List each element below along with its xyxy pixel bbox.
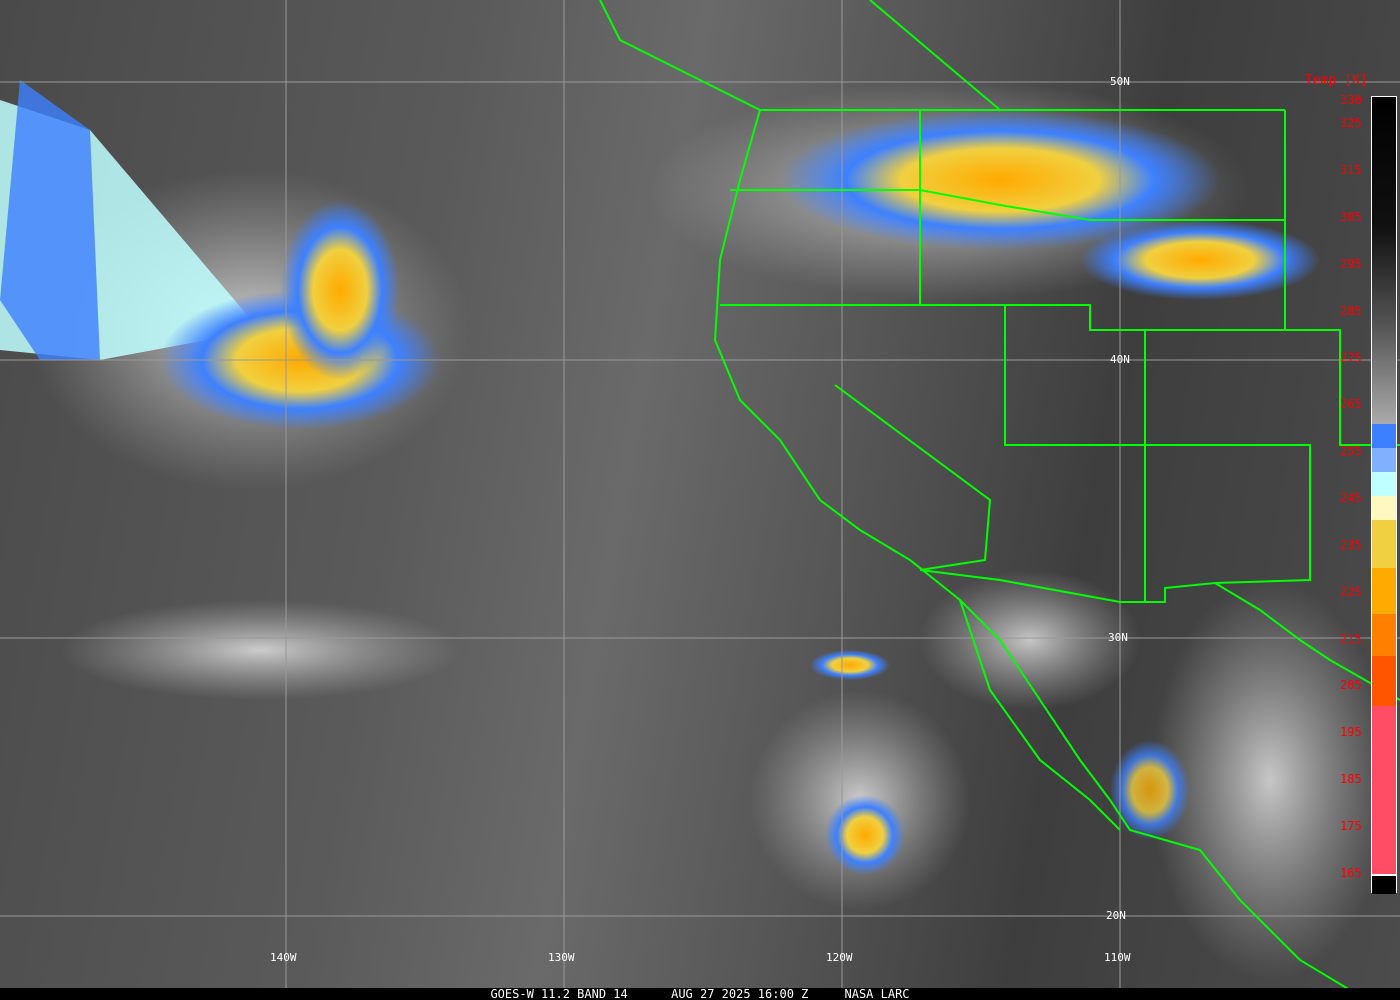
lon-label-110w: 110W [1104, 951, 1131, 964]
colorbar-tick-label: 330 [1340, 93, 1362, 107]
cloud-northwest-us [650, 80, 1320, 300]
colorbar-tick-label: 295 [1340, 256, 1362, 271]
lat-label-40n: 40N [1110, 353, 1130, 366]
colorbar-tick-label: 265 [1340, 397, 1362, 412]
colorbar-tick-label: 205 [1340, 678, 1362, 693]
caption-bar: GOES-W 11.2 BAND 14 AUG 27 2025 16:00 Z … [0, 988, 1400, 1000]
colorbar-pink-segment [1372, 706, 1396, 874]
colorbar-tick-label: 225 [1340, 584, 1362, 599]
colorbar-tick-label: 215 [1340, 631, 1362, 646]
colorbar-tick-label: 315 [1340, 163, 1362, 178]
cloud-mexico [920, 570, 1140, 710]
colorbar-midblue-segment [1372, 448, 1396, 472]
colorbar-orange-segment [1372, 568, 1396, 614]
colorbar-gray-segment [1372, 97, 1396, 424]
colorbar-title: Temp [K] [1305, 73, 1368, 88]
lon-label-120w: 120W [826, 951, 853, 964]
colorbar-darkorange-segment [1372, 614, 1396, 656]
political-borders [599, 0, 1400, 991]
colorbar-tick-label: 165 [1340, 865, 1362, 880]
colorbar-blue-segment [1372, 424, 1396, 448]
caption-satellite: GOES-W 11.2 BAND 14 [490, 987, 628, 1000]
colorbar-tick-label: 175 [1340, 818, 1362, 833]
storm-system-northwest [0, 80, 470, 490]
colorbar-tick-label: 275 [1340, 350, 1362, 365]
colorbar-tick-label: 185 [1340, 771, 1362, 786]
hurricane [750, 650, 970, 910]
colorbar-redorange-segment [1372, 656, 1396, 706]
colorbar [1371, 96, 1397, 894]
cloud-band [60, 600, 460, 700]
colorbar-tick-label: 235 [1340, 537, 1362, 552]
lat-label-50n: 50N [1110, 75, 1130, 88]
caption-datetime: AUG 27 2025 16:00 Z [671, 987, 809, 1000]
colorbar-tick-label: 245 [1340, 491, 1362, 506]
lat-label-30n: 30N [1108, 631, 1128, 644]
lon-label-140w: 140W [270, 951, 297, 964]
lon-label-130w: 130W [548, 951, 575, 964]
lat-label-20n: 20N [1106, 909, 1126, 922]
colorbar-black-segment [1372, 874, 1396, 894]
caption-source: NASA LARC [844, 987, 910, 1000]
colorbar-tick-label: 195 [1340, 725, 1362, 740]
colorbar-cyan-segment [1372, 472, 1396, 496]
colorbar-tick-label: 285 [1340, 303, 1362, 318]
colorbar-tick-label: 325 [1340, 116, 1362, 131]
cloud-southeast [1150, 580, 1390, 980]
colorbar-gold-segment [1372, 520, 1396, 568]
colorbar-tick-label: 255 [1340, 444, 1362, 459]
colorbar-tick-label: 305 [1340, 210, 1362, 225]
colorbar-cream-segment [1372, 496, 1396, 520]
